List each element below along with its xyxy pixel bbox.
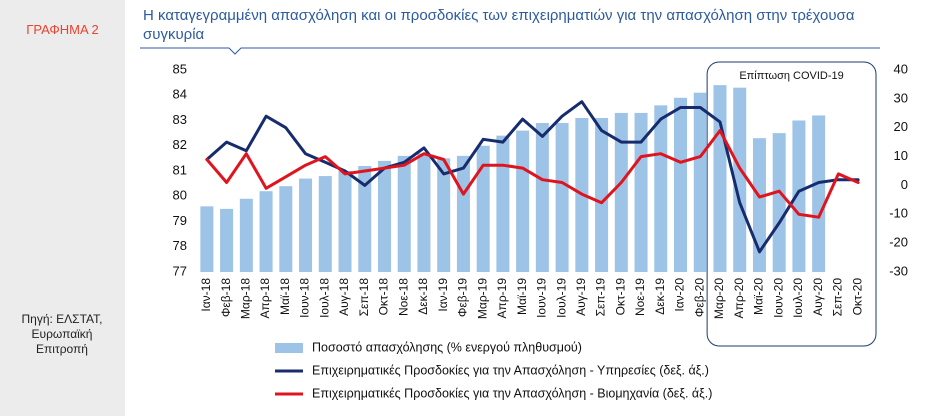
- x-tick-label: Νοε-18: [396, 278, 410, 316]
- y-tick-label: 80: [173, 188, 187, 203]
- x-tick-label: Μαρ-18: [239, 278, 253, 319]
- x-tick-label: Αυγ-20: [811, 278, 825, 316]
- y2-tick-label: 0: [901, 177, 908, 192]
- bar: [772, 133, 786, 272]
- x-tick-label: Μαϊ-18: [278, 278, 292, 315]
- x-tick-label: Δεκ-19: [653, 278, 667, 315]
- bar: [476, 145, 490, 272]
- x-tick-label: Ιαν-19: [436, 278, 450, 312]
- x-tick-label: Δεκ-18: [416, 278, 430, 315]
- figure-label: ΓΡΑΦΗΜΑ 2: [26, 22, 99, 37]
- line: [205, 100, 860, 254]
- x-tick-label: Οκτ-18: [377, 278, 391, 316]
- y-tick-label: 78: [173, 238, 187, 253]
- y2-tick-label: -10: [889, 206, 908, 221]
- chart-title: Η καταγεγραμμένη απασχόληση και οι προσδ…: [143, 7, 855, 43]
- bar: [397, 155, 411, 272]
- y-tick-label: 84: [173, 87, 187, 102]
- bar: [654, 105, 668, 272]
- x-tick-label: Φεβ-20: [692, 278, 706, 317]
- y2-tick-label: -20: [889, 235, 908, 250]
- bar: [693, 92, 707, 272]
- legend-label: Επιχειρηματικές Προσδοκίες για την Απασχ…: [312, 363, 709, 377]
- x-tick-label: Σεπ-19: [594, 278, 608, 317]
- sidebar: ΓΡΑΦΗΜΑ 2 Πηγή: ΕΛΣΤΑΤ, Ευρωπαϊκή Επιτρο…: [0, 0, 125, 416]
- bar: [220, 208, 234, 272]
- bar: [279, 186, 293, 272]
- bar: [239, 198, 253, 272]
- x-tick-label: Ιουλ-18: [317, 278, 331, 318]
- y2-tick-label: -30: [889, 263, 908, 278]
- x-tick-label: Ιαν-20: [673, 278, 687, 312]
- x-tick-label: Ιουλ-20: [791, 278, 805, 318]
- bar: [595, 117, 609, 272]
- bar: [555, 123, 569, 273]
- bar: [259, 191, 273, 272]
- covid-box: [706, 61, 877, 347]
- x-tick-label: Ιουν-20: [771, 278, 785, 318]
- bar: [358, 165, 372, 272]
- bar: [437, 158, 451, 272]
- bar: [417, 153, 431, 272]
- bar: [200, 206, 214, 272]
- x-tick-label: Απρ-19: [495, 278, 509, 319]
- y2-tick-label: 40: [894, 61, 908, 76]
- x-tick-label: Αυγ-19: [574, 278, 588, 316]
- bar: [299, 178, 313, 272]
- x-tick-label: Φεβ-19: [456, 278, 470, 317]
- x-tick-label: Μαϊ-19: [515, 278, 529, 315]
- x-tick-label: Οκτ-19: [613, 278, 627, 316]
- y-tick-label: 82: [173, 137, 187, 152]
- bar: [614, 112, 628, 272]
- x-tick-label: Σεπ-20: [831, 278, 845, 317]
- bar: [812, 115, 826, 272]
- x-tick-label: Νοε-19: [633, 278, 647, 316]
- x-tick-label: Απρ-18: [258, 278, 272, 319]
- bar: [733, 87, 747, 272]
- annotation: Επίπτωση COVID-19: [739, 70, 843, 82]
- y2-tick-label: 10: [894, 148, 908, 163]
- bar: [338, 171, 352, 272]
- bar: [792, 120, 806, 272]
- bar: [634, 112, 648, 272]
- x-tick-label: Απρ-20: [732, 278, 746, 319]
- line: [205, 129, 860, 219]
- y-tick-label: 85: [173, 61, 187, 76]
- bar: [752, 138, 766, 272]
- y-tick-label: 79: [173, 213, 187, 228]
- title-rule: [140, 47, 880, 55]
- x-tick-label: Σεπ-18: [357, 278, 371, 317]
- y2-tick-label: 30: [894, 90, 908, 105]
- x-tick-label: Ιουν-18: [298, 278, 312, 318]
- bar: [496, 135, 510, 272]
- source-note: Πηγή: ΕΛΣΤΑΤ, Ευρωπαϊκή Επιτροπή: [21, 312, 103, 356]
- bar: [674, 97, 688, 273]
- legend-swatch: [275, 343, 303, 353]
- x-tick-label: Μαρ-19: [475, 278, 489, 319]
- bar: [535, 123, 549, 273]
- bar: [318, 176, 332, 272]
- y-tick-label: 81: [173, 162, 187, 177]
- x-tick-label: Μαϊ-20: [752, 278, 766, 315]
- bar: [377, 160, 391, 272]
- legend-label: Ποσοστό απασχόλησης (% ενεργού πληθυσμού…: [312, 340, 582, 354]
- y-tick-label: 83: [173, 112, 187, 127]
- x-tick-label: Ιουν-19: [535, 278, 549, 318]
- legend-label: Επιχειρηματικές Προσδοκίες για την Απασχ…: [312, 386, 712, 400]
- x-tick-label: Ιουλ-19: [554, 278, 568, 318]
- x-tick-label: Ιαν-18: [199, 278, 213, 312]
- x-tick-label: Μαρ-20: [712, 278, 726, 319]
- y-tick-label: 77: [173, 263, 187, 278]
- bar: [713, 85, 727, 273]
- x-tick-label: Φεβ-18: [219, 278, 233, 317]
- bar: [456, 155, 470, 272]
- y2-tick-label: 20: [894, 119, 908, 134]
- x-tick-label: Οκτ-20: [850, 278, 864, 316]
- bar: [516, 130, 530, 272]
- x-tick-label: Αυγ-18: [337, 278, 351, 316]
